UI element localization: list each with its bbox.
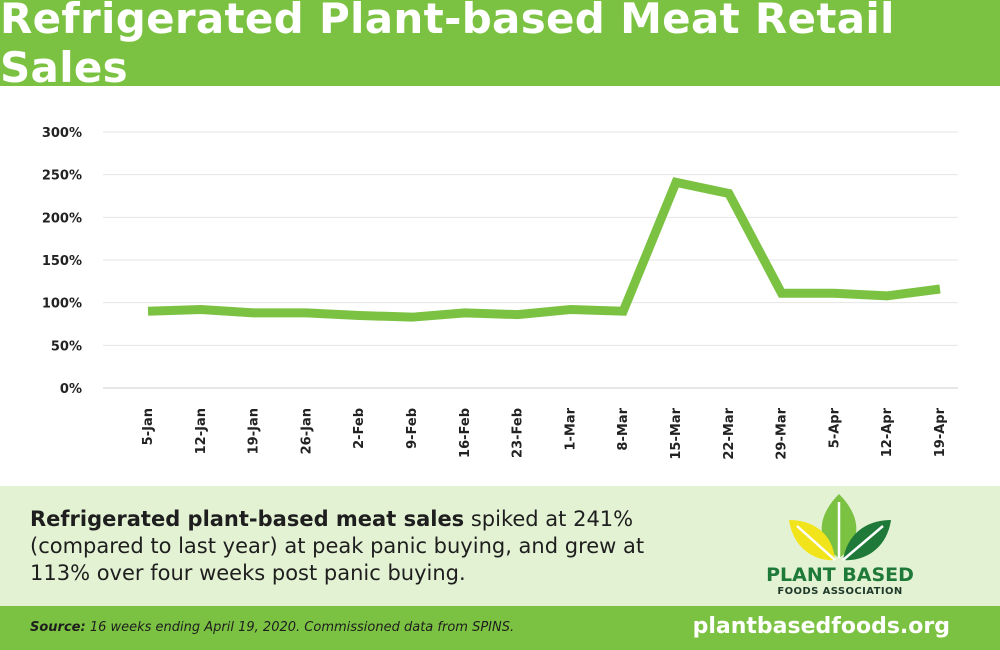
source-label: Source: bbox=[30, 620, 86, 635]
y-tick-label: 100% bbox=[42, 297, 82, 312]
x-tick-label: 26-Jan bbox=[299, 408, 314, 454]
x-tick-label: 9-Feb bbox=[405, 408, 420, 449]
y-tick-label: 300% bbox=[42, 126, 82, 141]
y-tick-label: 200% bbox=[42, 211, 82, 226]
series-line bbox=[147, 177, 941, 322]
logo-text-primary: PLANT BASED bbox=[766, 564, 914, 586]
website-link[interactable]: plantbasedfoods.org bbox=[692, 614, 950, 639]
x-tick-label: 2-Feb bbox=[352, 408, 367, 449]
line-chart: 0% 50% 100% 150% 200% 250% 300% 5-Jan 12-Jan 19-J… bbox=[42, 126, 958, 460]
y-tick-label: 0% bbox=[60, 382, 82, 397]
x-tick-label: 5-Jan bbox=[141, 408, 156, 445]
summary-text: Refrigerated plant-based meat sales spik… bbox=[30, 506, 670, 587]
footer-banner: Source: 16 weeks ending April 19, 2020. … bbox=[0, 606, 1000, 650]
summary-bold: Refrigerated plant-based meat sales bbox=[30, 507, 465, 531]
y-tick-label: 150% bbox=[42, 254, 82, 269]
x-tick-label: 19-Apr bbox=[933, 407, 948, 457]
x-tick-label: 29-Mar bbox=[775, 407, 790, 459]
x-tick-label: 12-Jan bbox=[194, 408, 209, 454]
summary-panel: Refrigerated plant-based meat sales spik… bbox=[0, 486, 1000, 606]
x-tick-label: 19-Jan bbox=[247, 408, 262, 454]
page-title: Refrigerated Plant-based Meat Retail Sal… bbox=[0, 0, 895, 92]
source-note: Source: 16 weeks ending April 19, 2020. … bbox=[30, 620, 514, 635]
x-tick-label: 12-Apr bbox=[880, 407, 895, 457]
logo-text-secondary: FOODS ASSOCIATION bbox=[777, 586, 903, 597]
x-tick-label: 15-Mar bbox=[669, 407, 684, 459]
x-tick-label: 1-Mar bbox=[563, 407, 578, 450]
x-tick-label: 22-Mar bbox=[722, 407, 737, 459]
leaf-icon bbox=[789, 494, 891, 561]
header-banner: Refrigerated Plant-based Meat Retail Sal… bbox=[0, 0, 1000, 92]
association-logo: PLANT BASED FOODS ASSOCIATION bbox=[755, 490, 925, 602]
y-tick-label: 50% bbox=[51, 339, 82, 354]
chart-area: 0% 50% 100% 150% 200% 250% 300% 5-Jan 12-Jan 19-J… bbox=[0, 86, 1000, 486]
source-text: 16 weeks ending April 19, 2020. Commissi… bbox=[85, 620, 515, 635]
x-tick-label: 5-Apr bbox=[827, 407, 842, 448]
x-tick-label: 8-Mar bbox=[616, 407, 631, 450]
x-tick-label: 16-Feb bbox=[458, 408, 473, 458]
y-tick-label: 250% bbox=[42, 169, 82, 184]
x-tick-label: 23-Feb bbox=[511, 408, 526, 458]
summary-rest: spiked at 241% (compared to last year) a… bbox=[30, 507, 645, 585]
